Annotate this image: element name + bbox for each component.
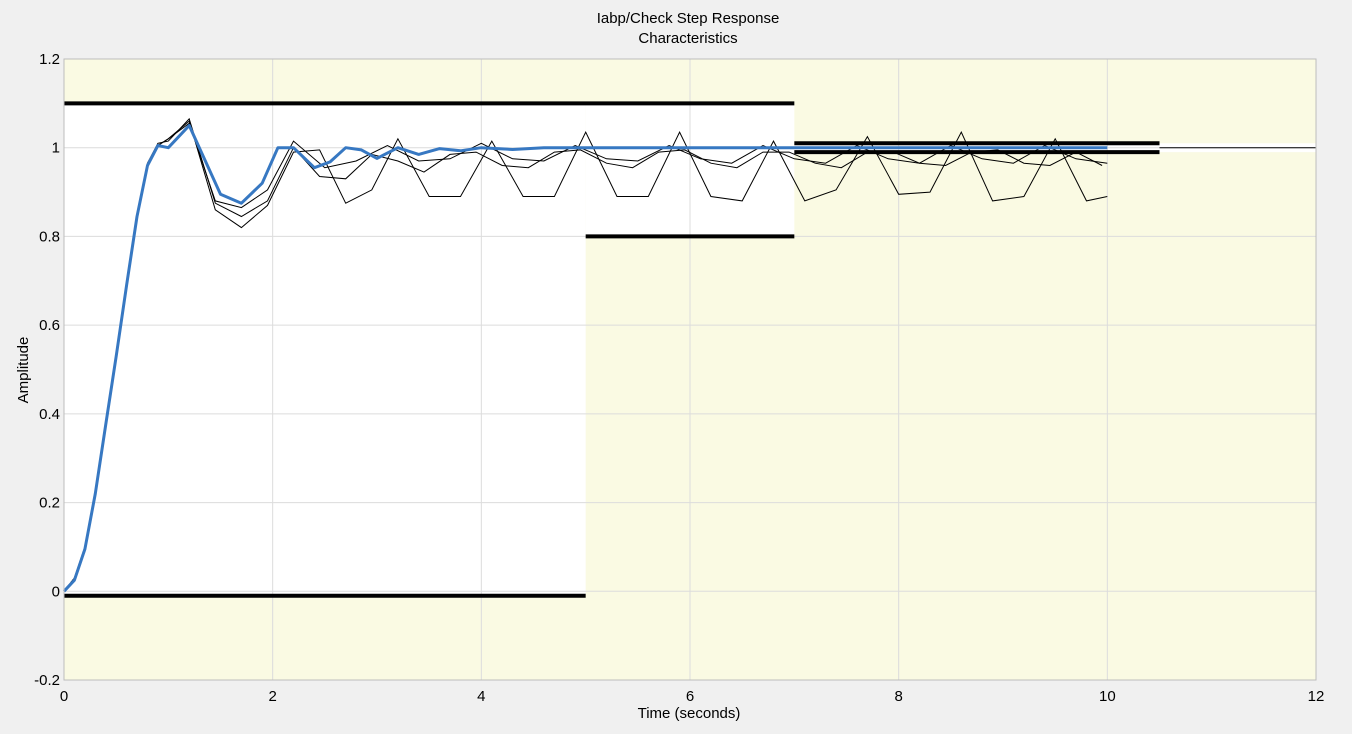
x-tick-label: 2 xyxy=(268,688,276,705)
x-tick-label: 12 xyxy=(1308,688,1325,705)
y-tick-label: -0.2 xyxy=(34,672,60,689)
chart-title-line-2: Characteristics xyxy=(638,30,737,47)
y-tick-label: 0.8 xyxy=(39,228,60,245)
x-tick-label: 4 xyxy=(477,688,485,705)
y-tick-label: 0.2 xyxy=(39,495,60,512)
x-tick-label: 6 xyxy=(686,688,694,705)
x-axis-label: Time (seconds) xyxy=(638,705,741,722)
y-tick-label: 0.6 xyxy=(39,317,60,334)
y-tick-label: 1 xyxy=(52,140,60,157)
y-axis-label: Amplitude xyxy=(15,337,32,404)
plot-area xyxy=(62,58,1317,681)
step-bound-lines xyxy=(64,101,1316,598)
x-tick-label: 8 xyxy=(894,688,902,705)
response-curves xyxy=(62,117,1108,593)
y-tick-label: 0.4 xyxy=(39,406,60,423)
chart-title: Iabp/Check Step Response Characteristics xyxy=(597,10,780,47)
x-tick-label: 0 xyxy=(60,688,68,705)
y-axis-ticks: -0.2 0 0.2 0.4 0.6 0.8 1 1.2 xyxy=(34,51,60,689)
chart-title-line-1: Iabp/Check Step Response xyxy=(597,10,780,27)
y-tick-label: 0 xyxy=(52,583,60,600)
x-axis-ticks: 0 2 4 6 8 10 12 xyxy=(60,688,1325,705)
nominal-response-line xyxy=(62,124,1108,593)
axes-box xyxy=(63,58,1317,681)
y-tick-label: 1.2 xyxy=(39,51,60,68)
allowed-region-rise xyxy=(64,103,586,596)
x-tick-label: 10 xyxy=(1099,688,1116,705)
